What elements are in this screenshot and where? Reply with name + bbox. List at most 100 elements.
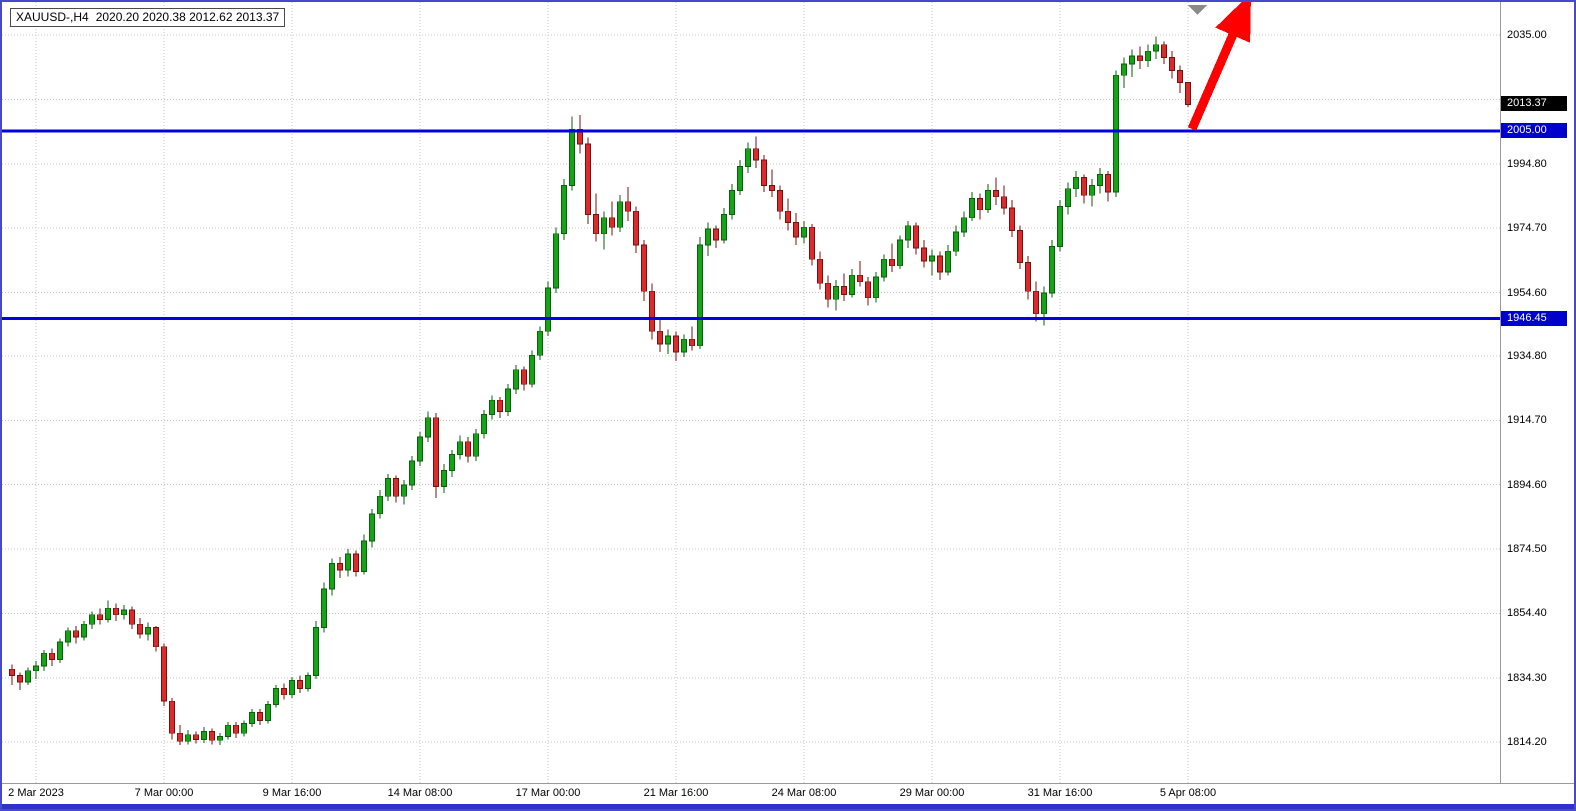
time-axis[interactable]: 2 Mar 2023 7 Mar 00:00 9 Mar 16:00 14 Mar 0… [2, 783, 1574, 804]
candle-body [369, 513, 375, 542]
horizontal-line-2005.00[interactable] [2, 129, 1500, 133]
candle-body [153, 627, 159, 648]
candle-body [857, 274, 863, 283]
chart-symbol-period: XAUUSD-,H4 [16, 10, 89, 24]
price-axis-label: 1914.70 [1507, 414, 1547, 426]
time-axis-label: 2 Mar 2023 [8, 787, 64, 799]
candle-body [993, 189, 999, 198]
candle-body [337, 563, 343, 571]
time-axis-label: 5 Apr 08:00 [1159, 787, 1217, 799]
candle-body [1081, 177, 1087, 196]
chart-canvas[interactable] [2, 2, 1500, 783]
candle-body [601, 217, 607, 235]
candle-body [33, 665, 39, 672]
candle-body [289, 680, 295, 696]
candle-body [585, 143, 591, 215]
price-axis[interactable]: 2035.00 1994.80 1974.70 1954.60 1934.80 1914.… [1500, 2, 1574, 783]
candle-body [849, 274, 855, 295]
price-axis-label: 1894.60 [1507, 479, 1547, 491]
trend-arrow-head[interactable] [1215, 2, 1251, 43]
trend-arrow-shaft[interactable] [1187, 29, 1239, 131]
candle-body [529, 354, 535, 385]
time-axis-label: 9 Mar 16:00 [262, 787, 322, 799]
candle-body [49, 652, 55, 661]
chart-ohlc-values: 2020.20 2020.38 2012.62 2013.37 [95, 10, 280, 24]
candle-body [433, 417, 439, 487]
candle-body [609, 217, 615, 228]
candle-body [1129, 55, 1135, 65]
chart-plot-area[interactable]: XAUUSD-,H4 2020.20 2020.38 2012.62 2013.3… [2, 2, 1500, 783]
candle-body [1025, 262, 1031, 292]
candle-body [417, 436, 423, 462]
candle-body [697, 244, 703, 347]
candle-body [1097, 173, 1103, 186]
candle-body [233, 724, 239, 734]
time-axis-label: 31 Mar 16:00 [1027, 787, 1093, 799]
candle-body [161, 646, 167, 702]
candle-body [353, 553, 359, 572]
candle-body [97, 614, 103, 620]
candle-body [961, 217, 967, 233]
candle-body [841, 286, 847, 295]
candle-body [921, 247, 927, 262]
candle-body [129, 609, 135, 625]
candle-body [449, 454, 455, 472]
candle-body [593, 214, 599, 235]
candle-body [361, 540, 367, 572]
candle-body [137, 623, 143, 635]
candle-body [929, 255, 935, 262]
candle-body [1049, 246, 1055, 294]
candle-body [1185, 82, 1191, 105]
candle-body [281, 688, 287, 696]
candle-body [881, 258, 887, 278]
candle-body [113, 607, 119, 616]
candle-body [777, 189, 783, 212]
candle-body [569, 129, 575, 186]
candle-body [217, 736, 223, 741]
price-axis-label: 2035.00 [1507, 29, 1547, 41]
candle-body [257, 712, 263, 721]
horizontal-line-1946.45[interactable] [2, 317, 1500, 321]
candle-body [793, 222, 799, 238]
price-axis-label: 1994.80 [1507, 158, 1547, 170]
candle-body [977, 198, 983, 211]
candle-body [953, 231, 959, 252]
candle-body [1017, 230, 1023, 263]
candle-body [1105, 173, 1111, 193]
price-axis-label: 1954.60 [1507, 287, 1547, 299]
candle-body [817, 258, 823, 284]
candle-body [657, 330, 663, 345]
candle-body [737, 165, 743, 191]
candle-body [505, 388, 511, 412]
candle-body [673, 335, 679, 353]
candle-body [713, 228, 719, 241]
candle-body [561, 185, 567, 235]
time-axis-label: 21 Mar 16:00 [643, 787, 709, 799]
candle-body [689, 338, 695, 347]
candle-body [305, 675, 311, 689]
hline-price-tag: 2005.00 [1501, 123, 1567, 138]
price-axis-label: 1814.20 [1507, 736, 1547, 748]
candle-body [145, 627, 151, 635]
window-bottom-border [2, 804, 1574, 809]
time-axis-label: 29 Mar 00:00 [899, 787, 965, 799]
candle-body [177, 732, 183, 742]
candle-body [625, 201, 631, 212]
candle-body [553, 233, 559, 289]
candle-body [865, 281, 871, 299]
candle-body [57, 641, 63, 660]
candle-body [1121, 63, 1127, 76]
candle-body [1153, 44, 1159, 52]
candle-body [897, 239, 903, 267]
candle-body [801, 226, 807, 238]
candle-body [465, 441, 471, 457]
candle-body [545, 287, 551, 332]
candle-body [321, 588, 327, 628]
candle-body [1009, 207, 1015, 231]
candle-body [1145, 50, 1151, 62]
candle-body [41, 652, 47, 667]
candle-body [73, 630, 79, 638]
candle-body [1033, 290, 1039, 315]
candle-body [1089, 185, 1095, 196]
